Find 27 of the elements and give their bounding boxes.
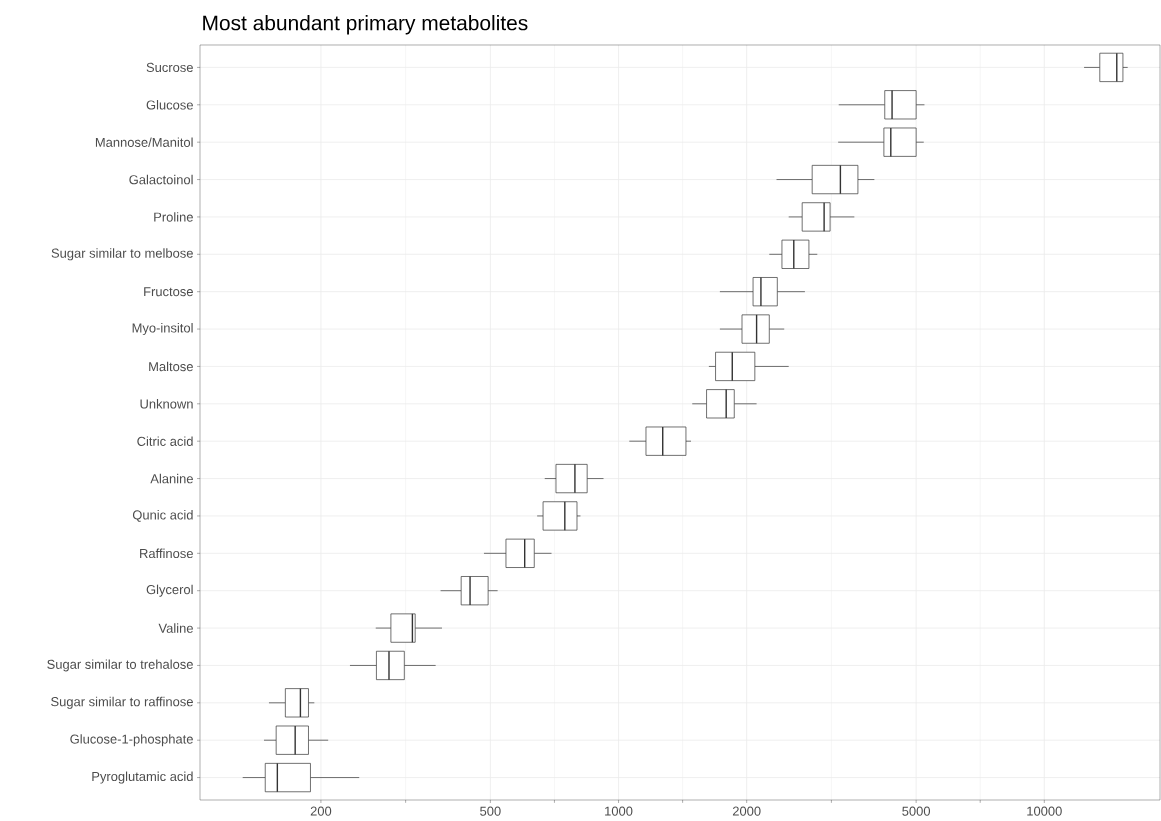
y-tick-label: Glycerol	[146, 584, 193, 597]
y-tick-label: Pyroglutamic acid	[92, 771, 193, 784]
x-tick-label: 200	[310, 806, 332, 816]
y-tick-label: Maltose	[149, 361, 193, 372]
y-tick-label: Glucose	[146, 100, 193, 110]
y-tick-label: Alanine	[150, 473, 193, 484]
x-tick-label: 10000	[1027, 806, 1062, 816]
y-tick-label: Mannose/Manitol	[95, 137, 193, 147]
y-tick-label: Sugar similar to raffinose	[51, 696, 193, 709]
y-tick-label: Myo-insitol	[132, 323, 193, 336]
x-tick-label: 500	[480, 806, 501, 816]
y-tick-label: Qunic acid	[132, 510, 193, 522]
y-tick-label: Valine	[158, 623, 193, 633]
x-tick-label: 2000	[732, 806, 761, 816]
y-tick-label: Sugar similar to melbose	[51, 248, 193, 261]
y-tick-label: Citric acid	[137, 436, 193, 446]
chart-title: Most abundant primary metabolites	[203, 15, 528, 35]
y-tick-label: Glucose-1-phosphate	[70, 734, 193, 747]
y-tick-label: Unknown	[140, 399, 193, 409]
y-tick-label: Proline	[154, 212, 193, 222]
y-tick-label: Fructose	[144, 287, 193, 297]
y-tick-label: Galactoinol	[129, 174, 193, 185]
x-tick-label: 5000	[902, 806, 931, 816]
y-tick-label: Sucrose	[146, 62, 193, 72]
x-tick-label: 1000	[605, 806, 633, 816]
y-tick-label: Sugar similar to trehalose	[47, 659, 193, 672]
y-tick-label: Raffinose	[140, 548, 193, 559]
